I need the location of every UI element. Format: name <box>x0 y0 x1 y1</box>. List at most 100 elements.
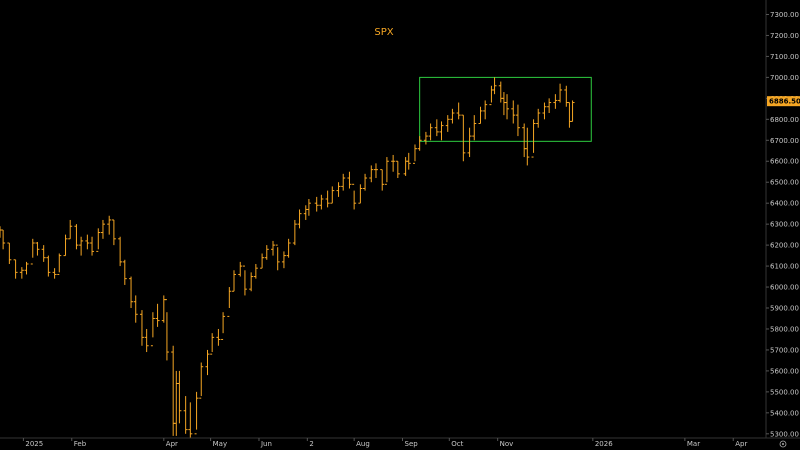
x-axis-ticks: 2025 Feb Apr May Jun 2 Aug Sep Oct Nov 2026 Mar Apr <box>22 438 747 448</box>
range-rectangle-layer <box>419 76 592 142</box>
ohlc-bar <box>205 349 210 376</box>
ohlc-bar <box>319 194 324 210</box>
x-tick-label: Apr <box>735 440 747 448</box>
ohlc-bar <box>306 198 311 216</box>
ohlc-bar <box>260 253 265 269</box>
ohlc-bar <box>536 108 541 128</box>
ohlc-bar <box>570 100 575 122</box>
ohlc-bar <box>525 127 530 166</box>
ohlc-bar <box>164 299 169 361</box>
y-tick-label: 5500.00 <box>770 388 799 396</box>
ohlc-bar <box>118 236 123 267</box>
ohlc-bar <box>41 245 46 262</box>
ohlc-bar <box>19 267 24 279</box>
y-tick-label: 7000.00 <box>770 74 799 82</box>
y-tick-label: 6700.00 <box>770 137 799 145</box>
ohlc-bar <box>199 362 204 399</box>
ohlc-bar <box>341 173 346 191</box>
ohlc-bar <box>505 94 510 120</box>
x-tick-label: 2026 <box>595 440 613 448</box>
ohlc-bar <box>96 228 101 252</box>
ohlc-bar <box>74 224 79 250</box>
ohlc-bar <box>90 236 95 256</box>
y-tick-label: 5700.00 <box>770 346 799 354</box>
ohlc-bar <box>461 114 466 162</box>
y-tick-label: 6600.00 <box>770 158 799 166</box>
ohlc-bar <box>292 219 297 246</box>
x-tick-label: May <box>213 440 227 448</box>
ohlc-bar <box>24 261 29 275</box>
ohlc-bar <box>547 98 552 114</box>
y-tick-label: 6500.00 <box>770 179 799 187</box>
last-price-label-layer: 6886.50 <box>767 96 800 107</box>
x-tick-label: Aug <box>356 440 370 448</box>
ohlc-bars-layer <box>0 77 575 438</box>
ohlc-bar <box>472 115 477 141</box>
ohlc-bar <box>336 182 341 197</box>
last-price-label: 6886.50 <box>769 98 800 106</box>
ohlc-bar <box>423 131 428 145</box>
ohlc-bar <box>483 100 488 120</box>
ohlc-bar <box>325 190 330 208</box>
settings-icon[interactable] <box>779 440 787 448</box>
y-tick-label: 6200.00 <box>770 242 799 250</box>
ohlc-bar <box>558 83 563 103</box>
ohlc-bar <box>412 144 417 164</box>
ohlc-bar <box>428 123 433 141</box>
ohlc-bar <box>297 209 302 229</box>
ohlc-bar <box>456 102 461 120</box>
ohlc-bar <box>79 236 84 256</box>
y-tick-label: 5900.00 <box>770 305 799 313</box>
ohlc-bar <box>144 328 149 353</box>
y-tick-label: 6400.00 <box>770 200 799 208</box>
y-tick-label: 7300.00 <box>770 11 799 19</box>
ohlc-bar <box>194 391 199 435</box>
ohlc-bar <box>511 100 516 124</box>
ohlc-bar <box>1 229 6 250</box>
x-tick-label: Oct <box>451 440 463 448</box>
ohlc-bar <box>227 287 232 317</box>
range-rectangle[interactable] <box>419 76 592 142</box>
ohlc-bar <box>100 219 105 239</box>
ohlc-bar <box>531 119 536 158</box>
ohlc-bar <box>271 240 276 256</box>
y-tick-label: 5600.00 <box>770 367 799 375</box>
ohlc-bar <box>314 196 319 212</box>
y-tick-label: 6000.00 <box>770 284 799 292</box>
ohlc-bar <box>85 234 90 250</box>
ohlc-bar <box>352 183 357 210</box>
ohlc-bar <box>275 244 280 271</box>
y-axis-ticks: 7300.007200.007100.007000.006900.006800.… <box>766 11 799 438</box>
y-tick-label: 5800.00 <box>770 325 799 333</box>
ohlc-bar <box>30 238 35 265</box>
ohlc-bar <box>133 295 138 323</box>
ohlc-bar <box>188 402 193 438</box>
ohlc-bar <box>515 104 520 137</box>
ohlc-bar <box>139 310 144 346</box>
ohlc-bar <box>373 163 378 179</box>
ohlc-bar <box>286 238 291 258</box>
ohlc-bar <box>395 160 400 179</box>
ohlc-bar <box>52 268 57 279</box>
x-tick-label: Apr <box>166 440 178 448</box>
ohlc-bar <box>445 115 450 132</box>
ohlc-bar <box>232 270 237 292</box>
x-tick-label: Jun <box>260 440 272 448</box>
ohlc-bar <box>68 219 73 240</box>
ohlc-bar <box>384 157 389 185</box>
ohlc-bar <box>358 184 363 204</box>
ohlc-bar <box>434 119 439 137</box>
ohlc-bar <box>13 259 18 279</box>
ohlc-bar <box>369 165 374 183</box>
ohlc-bar <box>281 251 286 269</box>
ohlc-bar <box>542 102 547 120</box>
ohlc-bar <box>122 259 127 285</box>
ohlc-bar <box>347 171 352 189</box>
x-tick-label: 2 <box>309 440 313 448</box>
x-tick-label: Feb <box>74 440 87 448</box>
ohlc-bar <box>150 312 155 347</box>
y-tick-label: 7100.00 <box>770 53 799 61</box>
ohlc-bar <box>177 370 182 424</box>
